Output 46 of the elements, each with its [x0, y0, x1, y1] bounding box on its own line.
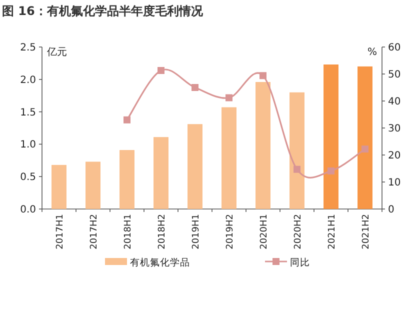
- y-axis-title: 亿元: [46, 47, 67, 58]
- bar: [188, 124, 202, 209]
- legend-label: 同比: [290, 256, 310, 268]
- x-tick-label: 2017H1: [56, 214, 66, 250]
- x-tick-label: 2021H2: [362, 214, 372, 250]
- point: [362, 146, 368, 153]
- x-tick-label: 2018H2: [158, 214, 168, 250]
- y2-axis-title: %: [367, 47, 377, 58]
- bar: [290, 92, 304, 209]
- x-tick-label: 2019H1: [192, 214, 202, 250]
- point: [158, 66, 164, 74]
- y2-tick-label: 10: [388, 178, 401, 188]
- y-tick-label: 1.0: [20, 140, 36, 151]
- bar: [324, 64, 338, 209]
- point: [226, 94, 232, 102]
- bar: [222, 107, 236, 209]
- bar: [154, 137, 168, 209]
- point: [192, 84, 198, 91]
- x-tick-label: 2021H1: [328, 214, 338, 250]
- legend-label: 有机氟化学品: [130, 256, 190, 268]
- y2-tick-label: 50: [388, 70, 401, 80]
- y-tick-label: 2.0: [20, 74, 36, 86]
- chart-title: 图 16：有机氟化学品半年度毛利情况: [2, 4, 204, 18]
- y2-tick-label: 0: [388, 204, 394, 216]
- y2-tick-label: 30: [388, 124, 401, 134]
- y-tick-label: 1.5: [20, 107, 36, 118]
- y2-tick-label: 60: [388, 42, 401, 54]
- y-tick-label: 2.5: [20, 42, 36, 54]
- bar: [52, 164, 66, 209]
- x-tick-label: 2018H1: [124, 214, 134, 250]
- y2-tick-label: 20: [388, 150, 401, 162]
- bar: [256, 82, 270, 209]
- y2-tick-label: 40: [388, 96, 401, 108]
- point: [124, 116, 130, 124]
- point: [328, 167, 334, 174]
- y-tick-label: 0.5: [20, 172, 36, 184]
- bar: [358, 66, 372, 209]
- x-tick-label: 2019H2: [226, 214, 236, 250]
- bar: [86, 162, 100, 209]
- x-tick-label: 2020H2: [294, 214, 304, 250]
- y-tick-label: 0.0: [20, 204, 36, 216]
- point: [260, 72, 266, 80]
- bar: [120, 150, 134, 209]
- point: [294, 166, 300, 173]
- x-tick-label: 2020H1: [260, 214, 270, 250]
- x-tick-label: 2017H2: [90, 214, 100, 250]
